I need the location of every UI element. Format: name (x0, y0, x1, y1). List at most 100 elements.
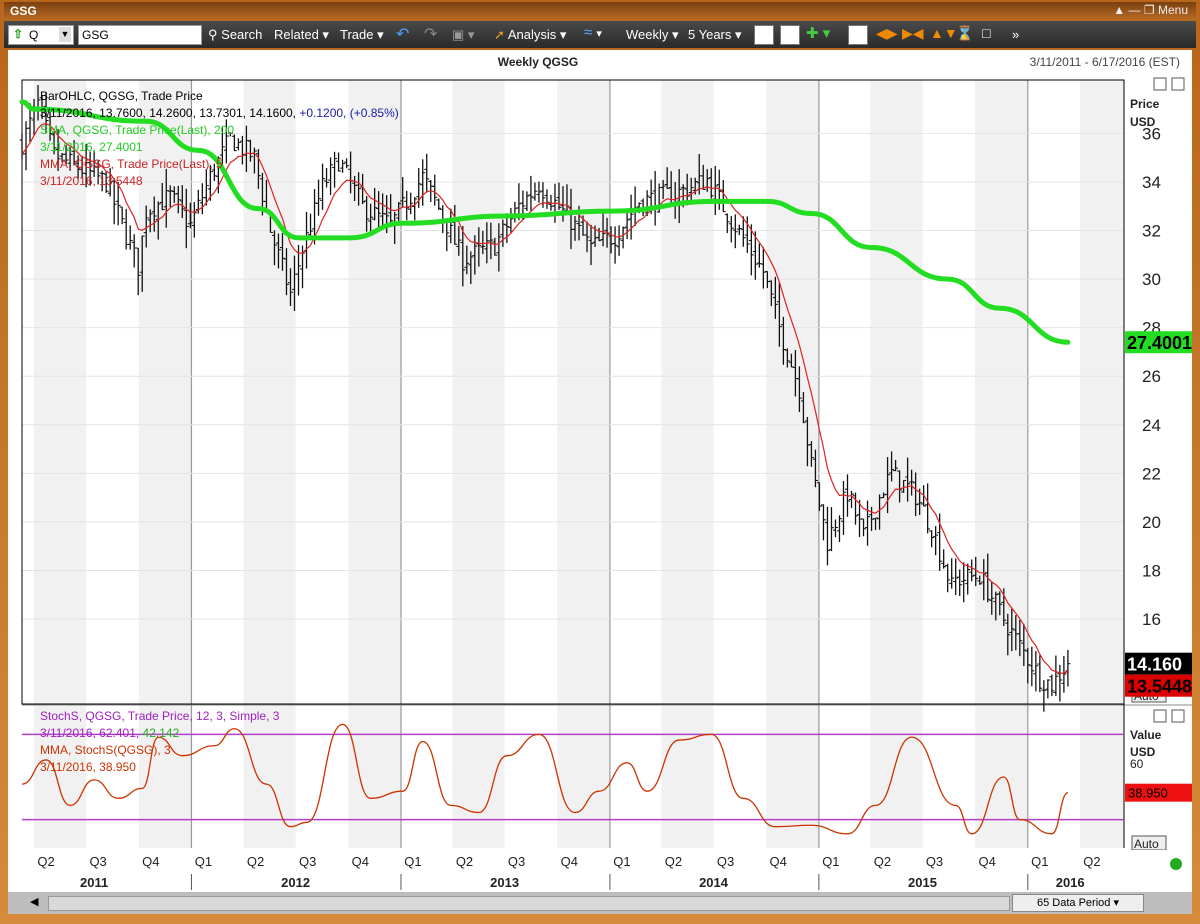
ohlc-bar (279, 233, 285, 271)
chart-window[interactable]: Weekly QGSG 3/11/2011 - 6/17/2016 (EST) 16… (8, 50, 1192, 894)
ohlc-bar (708, 168, 714, 199)
quarter-band (243, 80, 296, 848)
price-tick-label: 18 (1142, 561, 1161, 580)
price-legend-line: BarOHLC, QGSG, Trade Price (40, 89, 203, 103)
panel-close-icon[interactable] (1171, 77, 1185, 91)
ohlc-bar (584, 221, 590, 253)
symbol-input[interactable]: GSG (78, 25, 202, 45)
ohlc-bar (1049, 674, 1055, 697)
ohlc-bar (103, 170, 109, 193)
panel-restore-icon[interactable] (1153, 77, 1167, 91)
ohlc-bar (977, 575, 983, 585)
stoch-panel-restore-icon[interactable] (1153, 709, 1167, 723)
ohlc-bar (893, 459, 899, 472)
ohlc-bar (788, 353, 794, 368)
ohlc-bar (917, 488, 923, 515)
zoom-vertical-icon[interactable]: ▲▼ (930, 25, 958, 41)
price-badge-label: 13.5448 (1127, 677, 1192, 697)
window-controls[interactable]: ▲ — ❐ Menu (1113, 3, 1188, 17)
interval-menu[interactable]: Weekly ▾ (626, 27, 679, 42)
ohlc-bar (340, 159, 346, 173)
scroll-end-icon[interactable]: ▶◀ (902, 25, 924, 41)
ohlc-bar (588, 224, 594, 265)
range-menu[interactable]: 5 Years ▾ (688, 27, 742, 42)
ohlc-bar (961, 562, 967, 603)
ohlc-bar (107, 167, 113, 197)
ohlc-bar (700, 164, 706, 190)
window-title: GSG (10, 4, 37, 18)
ohlc-bar (87, 151, 93, 186)
ohlc-bar (740, 216, 746, 247)
ohlc-bar (1045, 679, 1051, 699)
ohlc-bar (1021, 623, 1027, 666)
ohlc-bar (283, 248, 289, 296)
stoch-auto-label: Auto (1134, 837, 1159, 851)
scroll-left-icon[interactable]: ◀▶ (876, 25, 898, 41)
chevron-up-icon[interactable]: ▲ (1113, 3, 1126, 17)
related-menu[interactable]: Related ▾ (274, 27, 329, 42)
data-period-label: 65 Data Period (1037, 897, 1111, 909)
ohlc-bar (1037, 655, 1043, 693)
stoch-legend-line: StochS, QGSG, Trade Price, 12, 3, Simple… (40, 709, 280, 723)
ohlc-bar (508, 207, 514, 233)
symbol-type-select[interactable]: ⇧ Q ▼ (8, 25, 74, 45)
live-status-icon (1170, 858, 1182, 870)
minimize-icon[interactable]: — (1128, 3, 1141, 17)
redo-icon[interactable]: ↷ (424, 26, 438, 43)
compare-chart-icon[interactable] (780, 25, 800, 45)
line-chart-icon[interactable] (754, 25, 774, 45)
ohlc-bar (728, 215, 734, 243)
chart-canvas[interactable]: Weekly QGSG 3/11/2011 - 6/17/2016 (EST) 16… (8, 50, 1192, 894)
ohlc-bar (820, 504, 826, 541)
ohlc-bar (247, 139, 253, 162)
folder-icon[interactable]: ▣ ▾ (452, 27, 475, 42)
ohlc-bar (600, 212, 606, 247)
toolbar: ⇧ Q ▼ GSG ⚲ Search Related ▾ Trade ▾ ↶ ↷… (4, 21, 1196, 48)
price-tick-label: 32 (1142, 222, 1161, 241)
ohlc-bar (308, 213, 314, 237)
ohlc-bar (824, 506, 830, 566)
ohlc-bar (364, 196, 370, 232)
window-titlebar: GSG ▲ — ❐ Menu (4, 2, 1196, 20)
ohlc-bar (492, 237, 498, 256)
analysis-menu[interactable]: ➚ Analysis ▾ (494, 27, 567, 42)
horizontal-scrollbar[interactable] (48, 896, 1010, 911)
chart-title: Weekly QGSG (498, 55, 578, 69)
quarter-band (975, 80, 1028, 848)
restore-icon[interactable]: ❐ (1143, 3, 1155, 17)
related-label: Related (274, 27, 319, 42)
ohlc-bar (612, 226, 618, 264)
ohlc-bar (909, 469, 915, 496)
crosshair-icon[interactable]: ✚ ▾ (806, 25, 831, 42)
ohlc-bar (913, 472, 919, 517)
data-period-select[interactable]: 65 Data Period ▾ (1012, 894, 1144, 912)
chevron-more-icon[interactable]: » (1012, 27, 1020, 42)
search-button[interactable]: ⚲ Search (208, 27, 262, 43)
quarter-tick-label: Q3 (299, 854, 316, 869)
ohlc-bar (43, 92, 49, 134)
ohlc-bar (135, 247, 141, 296)
chevron-down-icon[interactable]: ▼ (59, 27, 71, 42)
trade-menu[interactable]: Trade ▾ (340, 27, 384, 42)
ohlc-bar (275, 233, 281, 269)
select-icon[interactable]: □ (982, 25, 991, 41)
ohlc-bar (1065, 649, 1071, 687)
ohlc-bar (772, 276, 778, 319)
price-axis-unit: USD (1130, 115, 1156, 129)
scroll-left-button[interactable]: ◀ (30, 896, 39, 908)
ohlc-bar (139, 235, 145, 292)
quarter-tick-label: Q2 (874, 854, 891, 869)
studies-icon[interactable]: ≈ ▾ (584, 24, 602, 41)
add-panel-icon[interactable] (848, 25, 868, 45)
ohlc-bar (123, 208, 129, 250)
undo-icon[interactable]: ↶ (396, 26, 410, 43)
ohlc-bar (223, 119, 229, 164)
ohlc-bar (464, 245, 470, 275)
stoch-panel-close-icon[interactable] (1171, 709, 1185, 723)
menu-button[interactable]: Menu (1157, 3, 1188, 17)
hourglass-icon[interactable]: ⌛ (956, 25, 974, 41)
ohlc-bar (528, 175, 534, 211)
quarter-band (452, 80, 505, 848)
ohlc-bar (1041, 680, 1047, 712)
year-label: 2015 (908, 875, 937, 890)
